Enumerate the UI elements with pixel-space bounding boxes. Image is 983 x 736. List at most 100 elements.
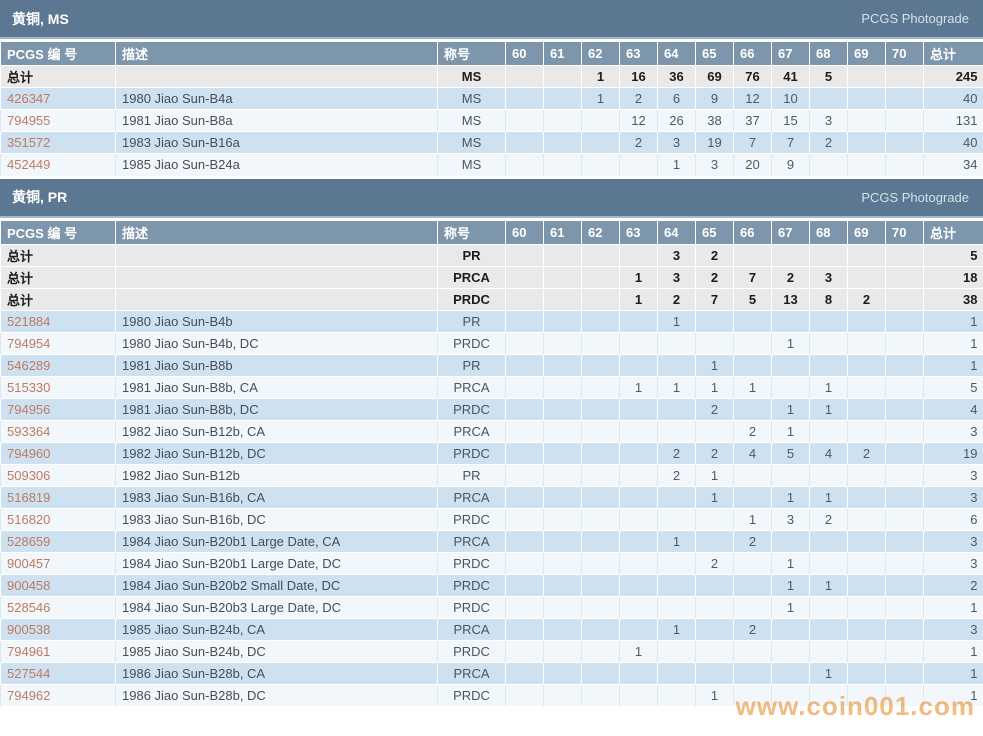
col-header-grade-70: 70 — [885, 41, 924, 66]
grade-cell — [619, 507, 658, 530]
pcgs-number-link[interactable]: 900457 — [7, 555, 51, 571]
table-row: 452449 1985 Jiao Sun-B24a MS 1 3 20 9 34 — [0, 153, 983, 176]
grade-cell: 9 — [771, 153, 810, 176]
pcgs-number-link[interactable]: 794954 — [7, 335, 51, 351]
grade-cell — [581, 441, 620, 464]
pcgs-number-link[interactable]: 900458 — [7, 577, 51, 593]
grade-cell — [847, 463, 886, 486]
grade-cell — [505, 397, 544, 420]
grade-cell — [885, 265, 924, 288]
grade-cell: 1 — [657, 375, 696, 398]
col-header-description: 描述 — [115, 219, 438, 244]
total-cell: 34 — [923, 153, 983, 176]
totals-row: 总计 PR 3 2 5 — [0, 243, 983, 266]
grade-cell — [543, 131, 582, 154]
designation-cell: PR — [437, 243, 506, 266]
grade-cell: 1 — [619, 287, 658, 310]
grade-cell: 1 — [581, 65, 620, 88]
pcgs-number-link[interactable]: 516820 — [7, 511, 51, 527]
pcgs-number-link[interactable]: 527544 — [7, 665, 51, 681]
pcgs-number-link[interactable]: 794955 — [7, 113, 51, 128]
grade-cell — [619, 485, 658, 508]
grade-cell — [505, 375, 544, 398]
grade-cell: 3 — [771, 507, 810, 530]
table-row: 426347 1980 Jiao Sun-B4a MS 1 2 6 9 12 10 40 — [0, 87, 983, 110]
designation-cell: MS — [437, 87, 506, 110]
col-header-grade-66: 66 — [733, 41, 772, 66]
grade-cell — [885, 639, 924, 662]
grade-cell — [543, 661, 582, 684]
photograde-link[interactable]: PCGS Photograde — [861, 189, 969, 205]
pcgs-number-link[interactable]: 528659 — [7, 533, 51, 549]
grade-cell: 2 — [657, 287, 696, 310]
grade-cell — [695, 595, 734, 618]
grade-cell — [657, 661, 696, 684]
grade-cell — [581, 683, 620, 706]
grade-cell — [809, 309, 848, 332]
pcgs-number-link[interactable]: 794960 — [7, 445, 51, 461]
pcgs-number-link[interactable]: 521884 — [7, 313, 51, 329]
grade-cell — [619, 353, 658, 376]
total-cell: 40 — [923, 131, 983, 154]
grade-cell — [733, 397, 772, 420]
photograde-link[interactable]: PCGS Photograde — [861, 11, 969, 26]
designation-cell: PRDC — [437, 441, 506, 464]
col-header-grade-66: 66 — [733, 219, 772, 244]
pcgs-number-link[interactable]: 528546 — [7, 599, 51, 615]
grade-cell: 12 — [733, 87, 772, 110]
grade-cell — [505, 131, 544, 154]
pcgs-number-link[interactable]: 794961 — [7, 643, 51, 659]
pcgs-number-link[interactable]: 593364 — [7, 423, 51, 439]
designation-cell: PRDC — [437, 397, 506, 420]
grade-cell: 2 — [733, 419, 772, 442]
description-cell — [115, 65, 438, 88]
grade-cell — [581, 639, 620, 662]
grade-cell: 2 — [847, 287, 886, 310]
grade-cell — [657, 331, 696, 354]
pcgs-number-link[interactable]: 426347 — [7, 91, 51, 106]
grade-cell: 5 — [809, 65, 848, 88]
grade-cell — [543, 617, 582, 640]
pcgs-number-link[interactable]: 546289 — [7, 357, 51, 373]
col-header-designation: 称号 — [437, 219, 506, 244]
grade-cell: 2 — [847, 441, 886, 464]
pcgs-number-link[interactable]: 351572 — [7, 135, 51, 150]
col-header-description: 描述 — [115, 41, 438, 66]
description-cell: 1985 Jiao Sun-B24a — [115, 153, 438, 176]
pcgs-number-cell: 515330 — [0, 375, 116, 398]
pcgs-number-link[interactable]: 900538 — [7, 621, 51, 637]
grade-cell: 1 — [695, 353, 734, 376]
grade-cell: 2 — [695, 397, 734, 420]
pcgs-number-cell: 452449 — [0, 153, 116, 176]
grade-cell: 8 — [809, 287, 848, 310]
pcgs-number-link[interactable]: 452449 — [7, 157, 51, 173]
pcgs-number-link[interactable]: 515330 — [7, 379, 51, 395]
total-cell: 5 — [923, 375, 983, 398]
grade-cell — [885, 87, 924, 110]
grade-cell: 2 — [695, 243, 734, 266]
table-row: 546289 1981 Jiao Sun-B8b PR 1 1 — [0, 353, 983, 376]
pcgs-number-link[interactable]: 509306 — [7, 467, 51, 483]
grade-cell — [885, 287, 924, 310]
grade-cell — [657, 595, 696, 618]
grade-cell: 2 — [695, 265, 734, 288]
description-cell: 1985 Jiao Sun-B24b, CA — [115, 617, 438, 640]
pcgs-number-link[interactable]: 794956 — [7, 401, 51, 417]
description-cell: 1982 Jiao Sun-B12b — [115, 463, 438, 486]
description-cell: 1984 Jiao Sun-B20b1 Large Date, DC — [115, 551, 438, 574]
designation-cell: PR — [437, 353, 506, 376]
grade-cell — [505, 287, 544, 310]
grade-cell — [543, 441, 582, 464]
title-separator — [0, 215, 983, 218]
grade-cell — [847, 375, 886, 398]
grade-cell — [657, 573, 696, 596]
designation-cell: PRCA — [437, 617, 506, 640]
pcgs-number-link[interactable]: 794962 — [7, 687, 51, 703]
total-cell: 3 — [923, 463, 983, 486]
col-header-total: 总计 — [923, 41, 983, 66]
designation-cell: PRDC — [437, 331, 506, 354]
grade-cell — [505, 639, 544, 662]
totals-label-cell: 总计 — [0, 65, 116, 88]
grade-cell — [505, 507, 544, 530]
pcgs-number-link[interactable]: 516819 — [7, 489, 51, 505]
